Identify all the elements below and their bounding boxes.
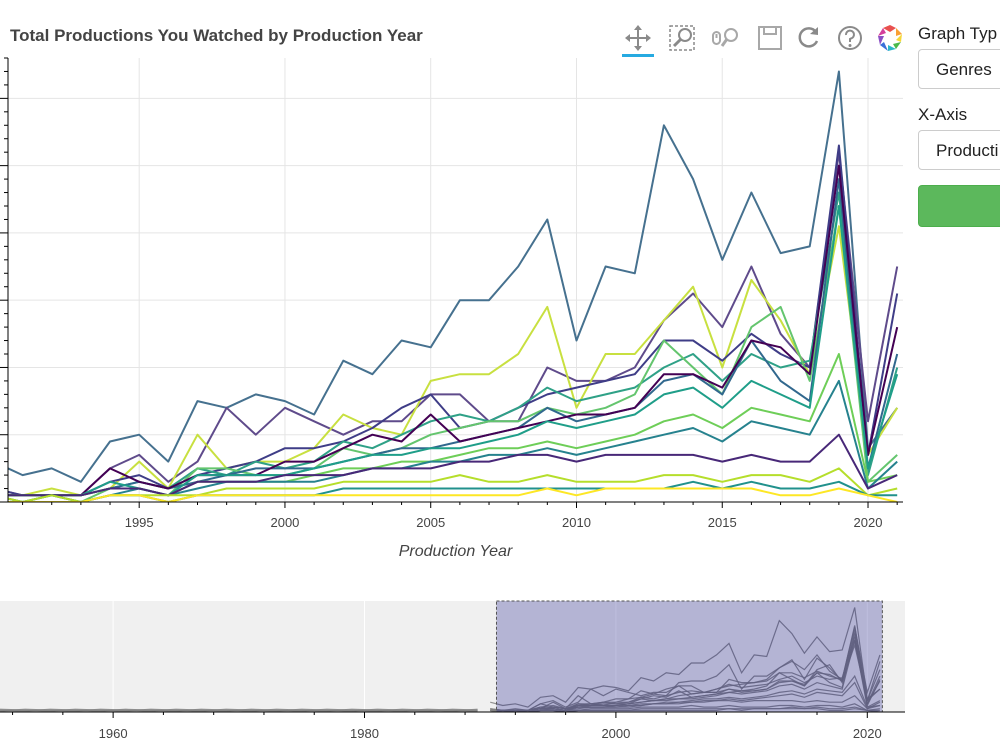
x-tick-label: 2015 [708,515,737,530]
pan-icon [625,25,651,51]
x-axis-label: X-Axis [918,105,968,124]
chart-title: Total Productions You Watched by Product… [10,26,423,45]
graph-type-select[interactable]: Genres [918,49,1000,89]
overview-line-15 [490,708,880,712]
range-selection-box [495,600,883,713]
bokeh-logo[interactable] [874,22,906,54]
chart-toolbar [618,18,908,58]
overview-line-2 [490,626,881,712]
x-axis-title: Production Year [399,543,513,560]
range-overview-chart[interactable]: 1960 1980 2000 2020 [0,595,910,750]
overview-tick-label: 2000 [601,726,630,741]
series-line-3 [8,225,899,497]
overview-line-8 [490,630,881,712]
series-group [8,70,899,502]
reset-tool-button[interactable] [792,22,824,54]
plot-area [8,58,903,502]
main-line-chart[interactable]: 1995 2000 2005 2010 2015 2020 Production Year [0,55,910,565]
box-zoom-tool-button[interactable] [666,22,698,54]
series-line-2 [8,151,899,497]
series-line-13 [8,467,898,502]
reset-icon [798,27,819,48]
controls-sidebar: Graph Typ Genres X-Axis Producti [918,0,1000,750]
wheel-zoom-icon [712,28,738,47]
x-axis-select[interactable]: Producti [918,130,1000,170]
update-button[interactable] [918,185,1000,227]
series-line-1 [8,70,899,483]
series-line-15 [8,487,898,502]
help-tool-button[interactable] [834,22,866,54]
overview-tick-label: 2020 [853,726,882,741]
series-line-8 [8,164,899,497]
save-icon [758,26,782,50]
overview-early-line [0,708,478,712]
overview-line-1 [490,607,881,708]
overview-tick-label: 1960 [99,726,128,741]
overview-series-group [0,607,881,712]
x-tick-label: 2000 [270,515,299,530]
x-tick-label: 2005 [416,515,445,530]
x-tick-label: 2010 [562,515,591,530]
bokeh-logo-icon [878,25,902,51]
x-tick-label: 2020 [854,515,883,530]
series-line-12 [8,433,898,497]
x-tick-label: 1995 [125,515,154,530]
pan-tool-button[interactable] [622,22,654,57]
overview-line-12 [490,694,881,712]
wheel-zoom-tool-button[interactable] [710,22,742,54]
help-icon [838,26,862,50]
graph-type-label: Graph Typ [918,24,998,43]
overview-area [0,601,905,712]
overview-tick-label: 1980 [350,726,379,741]
overview-line-3 [490,642,881,712]
save-tool-button[interactable] [754,22,786,54]
box-zoom-icon [669,25,695,51]
